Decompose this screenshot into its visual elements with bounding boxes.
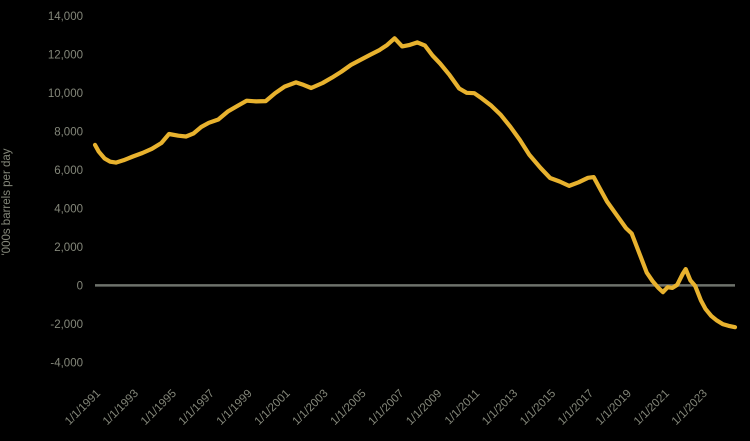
y-tick-label: -4,000	[50, 357, 83, 369]
y-tick-label: 8,000	[54, 126, 83, 138]
y-tick-label: 2,000	[54, 242, 83, 254]
x-tick-label: 1/1/2011	[443, 388, 483, 428]
y-tick-label: 0	[77, 280, 83, 292]
x-tick-label: 1/1/1991	[63, 388, 103, 428]
y-tick-label: 12,000	[48, 49, 83, 61]
x-tick-label: 1/1/2001	[253, 388, 293, 428]
x-tick-label: 1/1/1999	[215, 388, 255, 428]
y-tick-label: 4,000	[54, 203, 83, 215]
x-tick-label: 1/1/2009	[404, 388, 444, 428]
y-axis-title: '000s barrels per day	[1, 148, 13, 255]
y-tick-label: 6,000	[54, 165, 83, 177]
x-tick-label: 1/1/2015	[518, 388, 558, 428]
x-tick-label: 1/1/1993	[101, 388, 141, 428]
x-tick-label: 1/1/1997	[177, 388, 217, 428]
x-tick-label: 1/1/2005	[328, 388, 368, 428]
x-tick-label: 1/1/2019	[594, 388, 634, 428]
net-imports-line	[92, 36, 738, 330]
x-tick-label: 1/1/2007	[366, 388, 406, 428]
y-tick-label: 14,000	[48, 11, 83, 23]
y-tick-label: -2,000	[50, 319, 83, 331]
x-tick-label: 1/1/2023	[670, 388, 710, 428]
x-tick-label: 1/1/2003	[291, 388, 331, 428]
x-tick-label: 1/1/2013	[480, 388, 520, 428]
x-tick-label: 1/1/2017	[556, 388, 596, 428]
x-tick-label: 1/1/2021	[632, 388, 672, 428]
y-tick-label: 10,000	[48, 88, 83, 100]
x-tick-label: 1/1/1995	[139, 388, 179, 428]
